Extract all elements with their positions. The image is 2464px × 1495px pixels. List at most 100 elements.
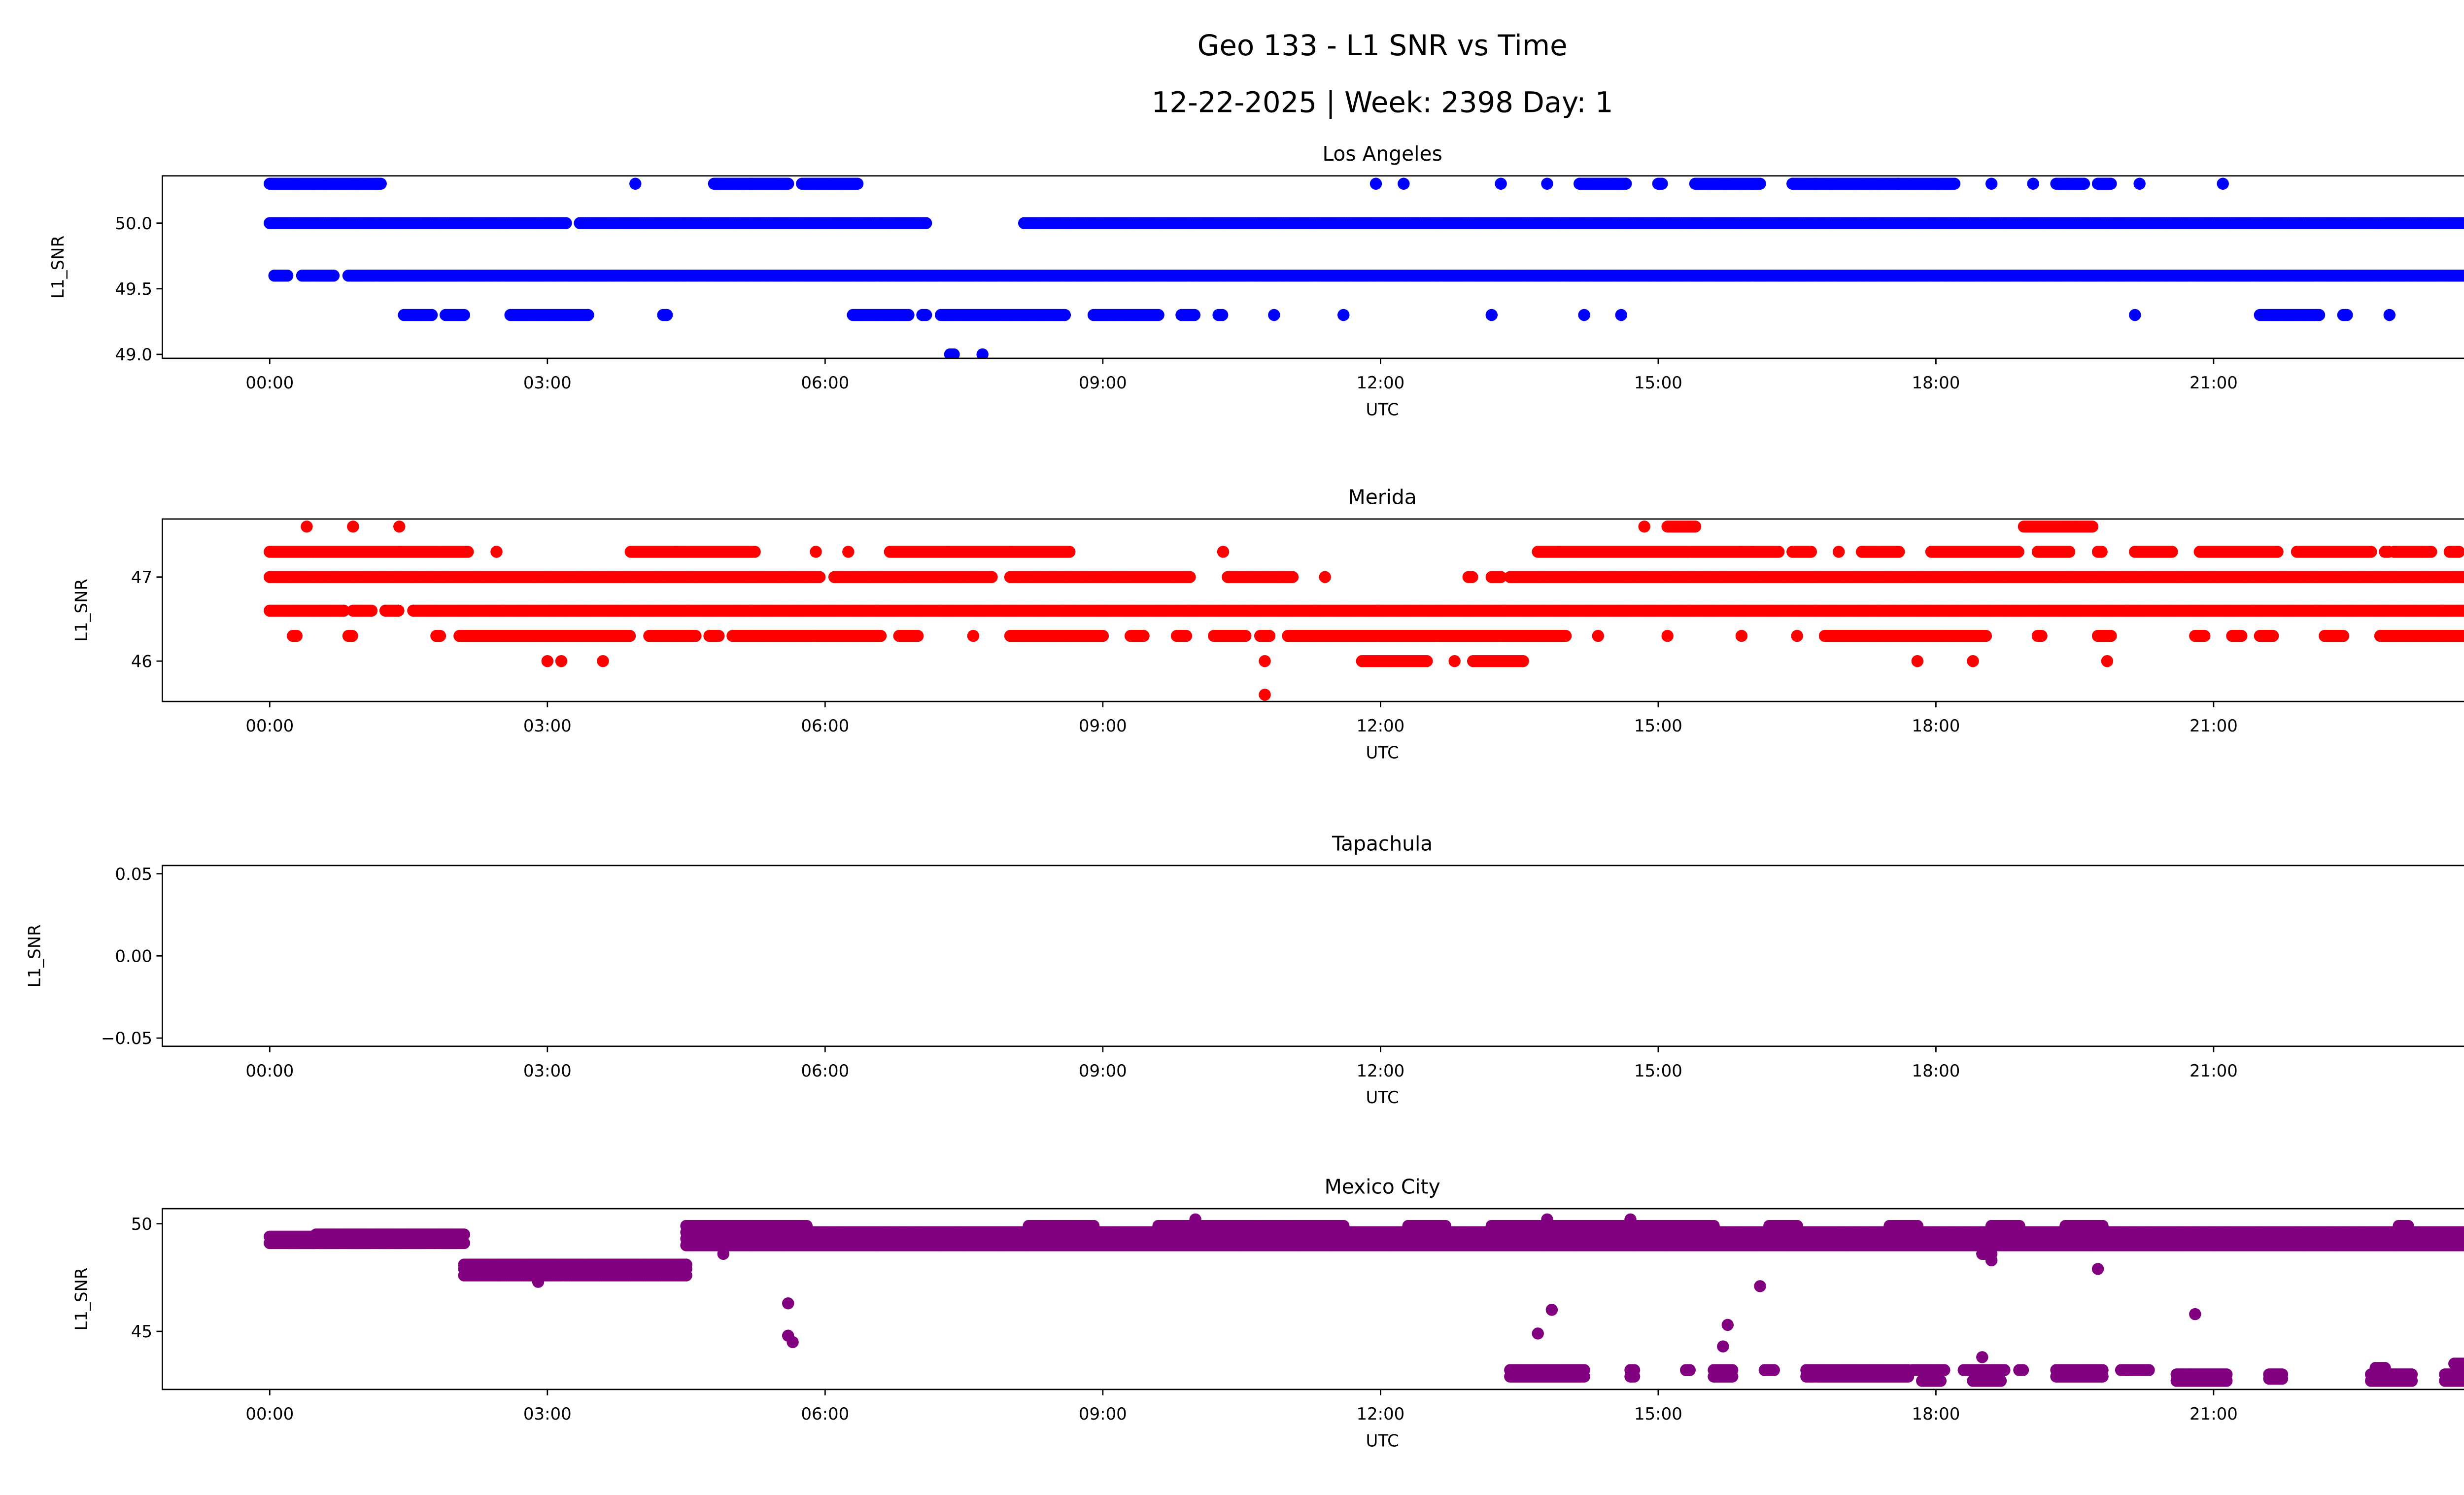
data-point	[1319, 571, 1331, 583]
subplot-panels: 00:00 03:00 06:00 09:00 12:00 15:00 18:00 21:00…	[25, 142, 2464, 1451]
data-point	[1638, 521, 1650, 533]
figure-title-line2: 12-22-2025 | Week: 2398 Day: 1	[1152, 86, 1613, 119]
data-point	[1805, 546, 1817, 558]
data-point	[2453, 546, 2464, 558]
data-point	[1541, 177, 1553, 190]
data-point	[458, 309, 470, 321]
data-point	[582, 309, 594, 321]
data-point	[1754, 177, 1766, 190]
x-tick-label: 21:00	[2190, 373, 2238, 393]
data-point	[2133, 177, 2146, 190]
data-point	[1286, 571, 1299, 583]
data-point	[1188, 309, 1201, 321]
x-tick-label: 09:00	[1079, 373, 1127, 393]
data-point	[1948, 177, 1961, 190]
data-point	[2462, 271, 2464, 280]
data-point	[1985, 177, 1998, 190]
data-point	[327, 269, 340, 282]
data-point	[375, 177, 387, 190]
data-point	[1152, 309, 1164, 321]
data-point	[2078, 177, 2090, 190]
data-point	[1398, 177, 1410, 190]
data-series-merida	[264, 521, 2464, 701]
axes-frame	[162, 175, 2464, 359]
data-point	[2063, 546, 2076, 558]
data-point	[902, 309, 915, 321]
x-tick-label: 15:00	[1634, 373, 1682, 393]
data-point	[392, 604, 405, 617]
y-tick-label: 49.0	[115, 345, 152, 365]
data-point	[2027, 177, 2039, 190]
y-tick-label: 50.0	[115, 214, 152, 234]
data-point	[1485, 309, 1498, 321]
data-point	[1369, 177, 1382, 190]
subplot-los-angeles: 00:00 03:00 06:00 09:00 12:00 15:00 18:00 21:00…	[48, 142, 2464, 419]
data-point	[1495, 177, 1507, 190]
y-axis-label: L1_SNR	[48, 236, 68, 299]
data-point	[338, 604, 350, 617]
data-point	[2416, 546, 2428, 558]
data-point	[851, 177, 864, 190]
data-point	[1656, 177, 1668, 190]
data-point	[2365, 546, 2377, 558]
data-point	[1466, 571, 1478, 583]
data-point	[1619, 177, 1632, 190]
figure-title-line1: Geo 133 - L1 SNR vs Time	[1198, 29, 1568, 62]
x-tick-label: 12:00	[1356, 373, 1404, 393]
data-series-los-angeles	[264, 177, 2464, 358]
data-point	[2341, 309, 2353, 321]
data-point	[1268, 309, 1280, 321]
data-point	[2462, 218, 2464, 228]
data-point	[425, 309, 438, 321]
data-point	[629, 177, 642, 190]
data-point	[1832, 546, 1845, 558]
data-point	[1615, 309, 1627, 321]
x-tick-label: 06:00	[801, 373, 849, 393]
data-point	[842, 546, 855, 558]
data-point	[1495, 571, 1507, 583]
x-tick-label: 03:00	[523, 373, 572, 393]
subplot-title: Los Angeles	[1322, 142, 1442, 166]
data-point	[462, 546, 474, 558]
data-point	[1059, 309, 1071, 321]
data-point	[1772, 546, 1785, 558]
data-point	[2166, 546, 2178, 558]
data-point	[2425, 546, 2437, 558]
data-point	[490, 546, 503, 558]
data-point	[1216, 309, 1229, 321]
x-axis-label: UTC	[1366, 400, 1399, 419]
data-point	[2271, 546, 2284, 558]
data-point	[2217, 177, 2229, 190]
data-point	[365, 604, 378, 617]
x-tick-label: 00:00	[245, 373, 294, 393]
data-point	[986, 571, 998, 583]
data-point	[1063, 546, 1076, 558]
data-point	[560, 217, 572, 229]
y-tick-label: 49.5	[115, 279, 152, 299]
data-point	[920, 309, 932, 321]
data-point	[393, 521, 406, 533]
plot-area	[162, 175, 2464, 358]
x-tick-label: 18:00	[1912, 373, 1960, 393]
data-point	[2105, 177, 2117, 190]
data-point	[1578, 309, 1590, 321]
subplot-merida: 00:00 03:00 06:00 09:00 12:00 15:00 18:00 21:00…	[72, 485, 2464, 763]
data-point	[813, 571, 826, 583]
data-point	[2012, 546, 2024, 558]
data-point	[660, 309, 673, 321]
data-point	[976, 348, 989, 358]
data-point	[2129, 309, 2141, 321]
data-point	[281, 269, 294, 282]
data-point	[2383, 309, 2396, 321]
data-point	[347, 521, 359, 533]
data-point	[1893, 546, 1905, 558]
data-point	[920, 217, 932, 229]
data-point	[1217, 546, 1230, 558]
data-point	[948, 348, 960, 358]
data-point	[1337, 309, 1350, 321]
data-point	[2095, 546, 2108, 558]
data-point	[2313, 309, 2326, 321]
data-point	[810, 546, 822, 558]
data-point	[2086, 521, 2099, 533]
